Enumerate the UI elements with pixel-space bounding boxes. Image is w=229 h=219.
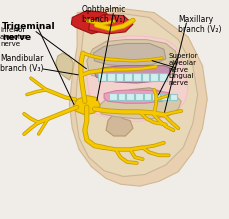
Text: Trigeminal
nerve: Trigeminal nerve	[2, 22, 55, 42]
Polygon shape	[106, 73, 114, 81]
Polygon shape	[88, 14, 132, 34]
Polygon shape	[158, 73, 166, 81]
Polygon shape	[86, 36, 187, 122]
Text: Mandibular
branch (V₃): Mandibular branch (V₃)	[0, 54, 43, 73]
Text: Maxillary
branch (V₂): Maxillary branch (V₂)	[177, 14, 221, 34]
Polygon shape	[56, 53, 73, 80]
Polygon shape	[132, 73, 140, 81]
Polygon shape	[150, 73, 157, 81]
Polygon shape	[86, 40, 177, 82]
Polygon shape	[160, 94, 168, 100]
Polygon shape	[126, 93, 134, 100]
Polygon shape	[169, 94, 177, 100]
Polygon shape	[75, 13, 197, 177]
Polygon shape	[134, 93, 142, 100]
Polygon shape	[98, 73, 106, 81]
Text: Superior
alveolar
nerve: Superior alveolar nerve	[168, 53, 197, 73]
Polygon shape	[109, 93, 116, 100]
Polygon shape	[93, 43, 165, 67]
Text: Inferior
alveolar
nerve: Inferior alveolar nerve	[0, 27, 28, 47]
Polygon shape	[152, 93, 159, 100]
Text: Ophthalmic
branch (V₁): Ophthalmic branch (V₁)	[82, 5, 126, 24]
Polygon shape	[71, 11, 113, 34]
Polygon shape	[69, 8, 206, 186]
Polygon shape	[117, 93, 125, 100]
Polygon shape	[104, 90, 171, 103]
Polygon shape	[125, 88, 161, 105]
Polygon shape	[106, 114, 132, 136]
Polygon shape	[98, 94, 180, 119]
Polygon shape	[115, 73, 123, 81]
Polygon shape	[143, 93, 151, 100]
Polygon shape	[124, 73, 131, 81]
Polygon shape	[73, 95, 100, 115]
Polygon shape	[141, 73, 149, 81]
Text: Lingual
nerve: Lingual nerve	[168, 73, 193, 86]
Polygon shape	[94, 66, 171, 83]
